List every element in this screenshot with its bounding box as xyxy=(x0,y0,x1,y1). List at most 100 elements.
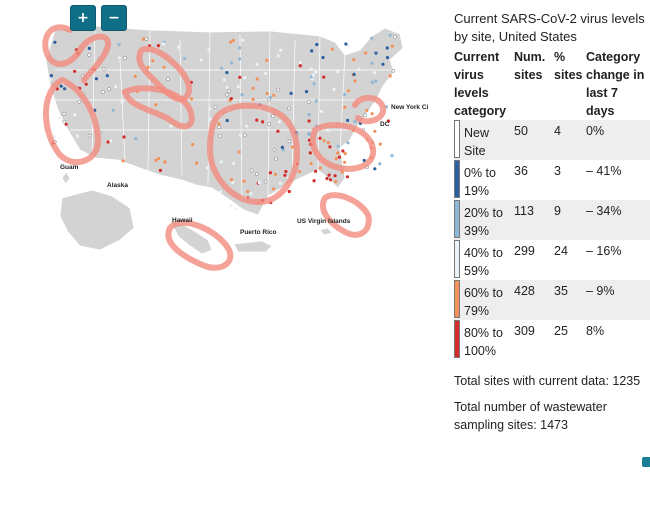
site-marker[interactable] xyxy=(265,91,269,96)
site-marker[interactable] xyxy=(48,78,53,82)
site-marker[interactable] xyxy=(191,142,195,147)
site-marker[interactable] xyxy=(87,133,92,138)
site-marker[interactable] xyxy=(73,113,77,117)
site-marker[interactable] xyxy=(326,141,330,145)
site-marker[interactable] xyxy=(73,69,77,73)
site-marker[interactable] xyxy=(318,136,322,140)
site-marker[interactable] xyxy=(229,204,233,208)
site-marker[interactable] xyxy=(346,118,350,122)
site-marker[interactable] xyxy=(157,156,161,161)
site-marker[interactable] xyxy=(287,106,291,111)
site-marker[interactable] xyxy=(251,97,255,101)
wastewater-map[interactable]: + − New York Ci DC Guam Alaska Hawaii Pu… xyxy=(0,0,445,290)
site-marker[interactable] xyxy=(106,140,110,144)
zoom-out-button[interactable]: − xyxy=(101,5,127,31)
site-marker[interactable] xyxy=(277,120,282,124)
site-marker[interactable] xyxy=(207,48,211,52)
site-marker[interactable] xyxy=(94,77,98,81)
site-marker[interactable] xyxy=(225,85,229,89)
site-marker[interactable] xyxy=(390,154,394,158)
site-marker[interactable] xyxy=(370,36,374,40)
site-marker[interactable] xyxy=(249,191,253,196)
site-marker[interactable] xyxy=(146,65,150,69)
site-marker[interactable] xyxy=(162,65,166,69)
site-marker[interactable] xyxy=(393,35,397,39)
site-marker[interactable] xyxy=(388,74,392,78)
site-marker[interactable] xyxy=(114,85,118,89)
site-marker[interactable] xyxy=(381,62,385,66)
site-marker[interactable] xyxy=(353,79,357,83)
site-marker[interactable] xyxy=(102,67,106,71)
site-marker[interactable] xyxy=(121,159,125,163)
site-marker[interactable] xyxy=(385,56,390,60)
site-marker[interactable] xyxy=(272,93,276,97)
site-marker[interactable] xyxy=(386,119,390,123)
site-marker[interactable] xyxy=(343,105,347,109)
site-marker[interactable] xyxy=(263,179,268,184)
site-marker[interactable] xyxy=(222,78,227,82)
site-marker[interactable] xyxy=(315,42,319,47)
site-marker[interactable] xyxy=(341,149,345,153)
site-marker[interactable] xyxy=(353,120,357,124)
site-marker[interactable] xyxy=(272,187,276,191)
site-marker[interactable] xyxy=(231,38,235,43)
site-marker[interactable] xyxy=(373,129,377,133)
site-marker[interactable] xyxy=(59,84,63,88)
site-marker[interactable] xyxy=(217,122,221,126)
site-marker[interactable] xyxy=(57,116,61,120)
site-marker[interactable] xyxy=(195,161,199,165)
site-marker[interactable] xyxy=(109,139,113,143)
site-marker[interactable] xyxy=(307,132,311,136)
site-marker[interactable] xyxy=(237,150,241,154)
site-marker[interactable] xyxy=(255,118,259,122)
site-marker[interactable] xyxy=(307,113,311,117)
site-marker[interactable] xyxy=(306,100,311,104)
site-marker[interactable] xyxy=(49,74,54,78)
site-marker[interactable] xyxy=(289,91,293,95)
site-marker[interactable] xyxy=(343,152,347,156)
site-marker[interactable] xyxy=(236,85,240,89)
site-marker[interactable] xyxy=(298,60,302,65)
site-marker[interactable] xyxy=(273,172,277,176)
site-marker[interactable] xyxy=(169,124,173,128)
site-marker[interactable] xyxy=(261,120,265,124)
site-marker[interactable] xyxy=(364,51,368,55)
site-marker[interactable] xyxy=(307,119,311,123)
site-marker[interactable] xyxy=(213,105,218,109)
site-marker[interactable] xyxy=(322,139,326,143)
site-marker[interactable] xyxy=(310,49,314,53)
site-marker[interactable] xyxy=(242,179,246,183)
site-marker[interactable] xyxy=(274,156,278,161)
site-marker[interactable] xyxy=(111,108,115,112)
site-marker[interactable] xyxy=(327,173,331,177)
zoom-in-button[interactable]: + xyxy=(70,5,96,31)
site-marker[interactable] xyxy=(182,57,187,61)
site-marker[interactable] xyxy=(391,68,396,73)
site-marker[interactable] xyxy=(219,66,224,70)
site-marker[interactable] xyxy=(156,44,160,48)
site-marker[interactable] xyxy=(336,151,340,155)
site-marker[interactable] xyxy=(312,82,316,86)
site-marker[interactable] xyxy=(344,42,348,46)
site-marker[interactable] xyxy=(177,45,181,49)
site-marker[interactable] xyxy=(162,42,166,46)
site-marker[interactable] xyxy=(304,90,309,94)
site-marker[interactable] xyxy=(229,40,233,44)
site-marker[interactable] xyxy=(314,70,318,74)
site-marker[interactable] xyxy=(322,75,326,79)
site-marker[interactable] xyxy=(268,171,272,175)
site-marker[interactable] xyxy=(283,173,287,177)
site-marker[interactable] xyxy=(62,119,66,124)
site-marker[interactable] xyxy=(314,99,318,103)
site-marker[interactable] xyxy=(276,87,280,92)
site-marker[interactable] xyxy=(242,133,247,138)
site-marker[interactable] xyxy=(230,178,234,182)
site-marker[interactable] xyxy=(321,55,325,60)
site-marker[interactable] xyxy=(298,64,302,68)
site-marker[interactable] xyxy=(312,179,316,183)
site-marker[interactable] xyxy=(217,125,221,129)
site-marker[interactable] xyxy=(107,87,111,91)
site-marker[interactable] xyxy=(225,71,229,75)
site-marker[interactable] xyxy=(343,92,347,97)
site-marker[interactable] xyxy=(336,70,340,74)
